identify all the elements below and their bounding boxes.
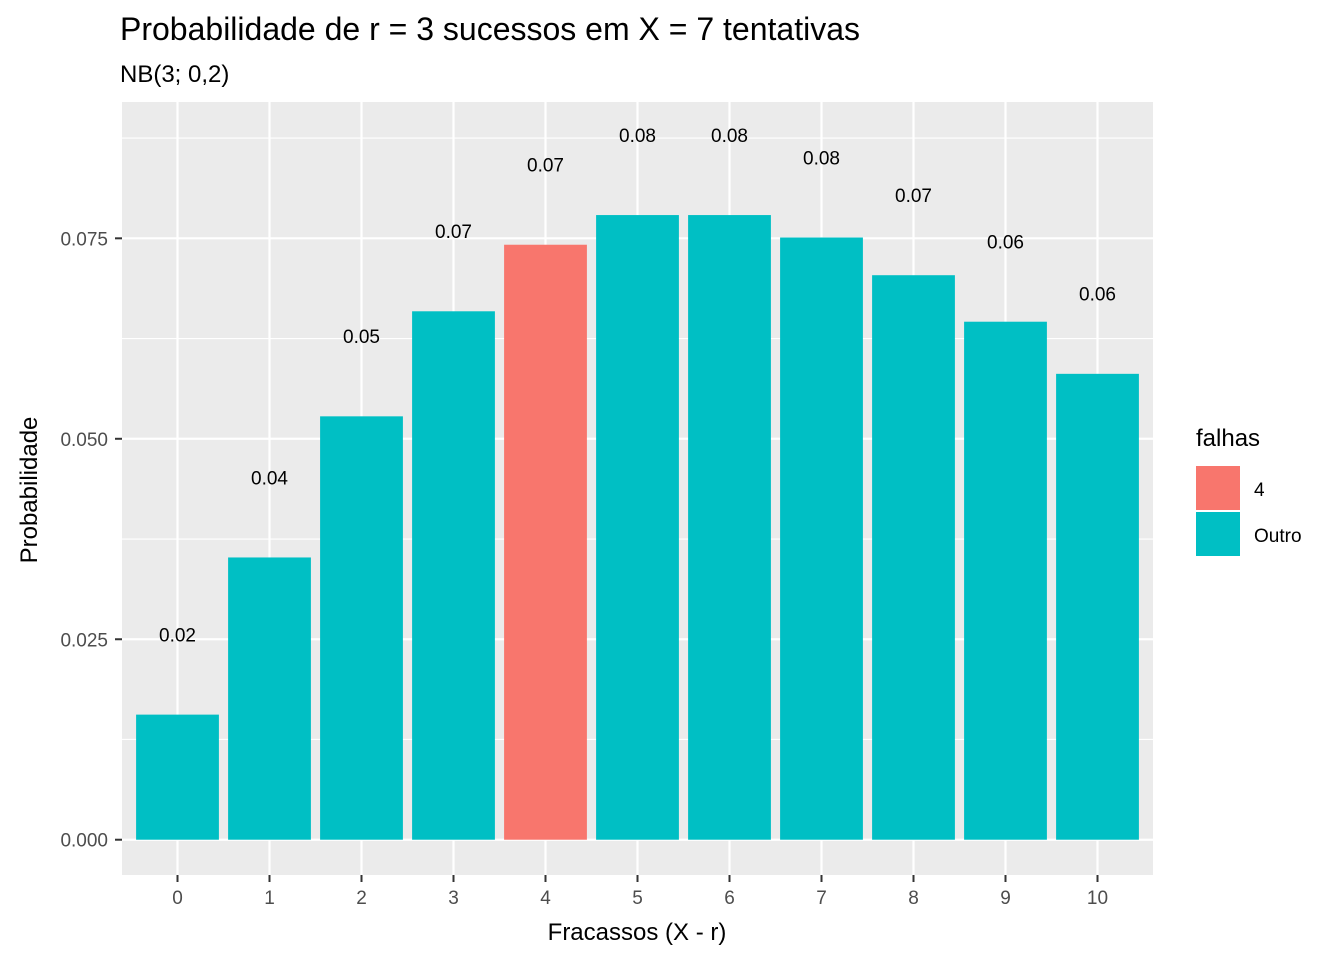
y-axis: 0.000 0.025 0.050 0.075 <box>60 229 122 852</box>
bars <box>136 215 1139 840</box>
x-tick-label: 8 <box>908 888 919 909</box>
data-label-10: 0.06 <box>1079 285 1116 306</box>
chart-subtitle: NB(3; 0,2) <box>120 61 229 88</box>
bar-0 <box>136 714 219 840</box>
y-tick-label: 0.025 <box>60 630 108 651</box>
bar-4 <box>504 244 587 840</box>
bar-6 <box>688 215 771 840</box>
chart-title: Probabilidade de r = 3 sucessos em X = 7… <box>120 11 860 47</box>
x-tick-label: 9 <box>1000 888 1011 909</box>
data-labels: 0.02 0.04 0.05 0.07 0.07 0.08 0.08 0.08 0.07 0.06… <box>159 126 1116 647</box>
legend-title: falhas <box>1196 425 1260 452</box>
y-tick-label: 0.050 <box>60 430 108 451</box>
legend-label-4: 4 <box>1254 480 1265 501</box>
y-tick-label: 0.000 <box>60 831 108 852</box>
x-tick-label: 7 <box>816 888 827 909</box>
x-tick-label: 4 <box>540 888 551 909</box>
legend: falhas 4 Outro <box>1196 425 1302 556</box>
x-axis: 0 1 2 3 4 5 6 7 8 9 10 <box>172 875 1108 909</box>
bar-7 <box>780 237 863 840</box>
bar-2 <box>320 416 403 840</box>
bar-8 <box>872 275 955 840</box>
bar-9 <box>964 321 1047 840</box>
x-tick-label: 5 <box>632 888 643 909</box>
data-label-0: 0.02 <box>159 625 196 646</box>
data-label-4: 0.07 <box>527 156 564 177</box>
bar-3 <box>412 311 495 840</box>
x-tick-label: 0 <box>172 888 183 909</box>
bar-1 <box>228 557 311 840</box>
bar-10 <box>1056 373 1139 840</box>
data-label-3: 0.07 <box>435 222 472 243</box>
x-tick-label: 1 <box>264 888 275 909</box>
legend-swatch-4 <box>1196 466 1240 510</box>
data-label-6: 0.08 <box>711 126 748 147</box>
bar-5 <box>596 215 679 840</box>
y-tick-label: 0.075 <box>60 229 108 250</box>
data-label-7: 0.08 <box>803 148 840 169</box>
data-label-8: 0.07 <box>895 186 932 207</box>
y-axis-title: Probabilidade <box>16 417 43 564</box>
x-tick-label: 10 <box>1087 888 1108 909</box>
data-label-5: 0.08 <box>619 126 656 147</box>
data-label-9: 0.06 <box>987 233 1024 254</box>
x-tick-label: 3 <box>448 888 459 909</box>
legend-label-outro: Outro <box>1254 526 1302 547</box>
legend-swatch-outro <box>1196 512 1240 556</box>
data-label-1: 0.04 <box>251 468 288 489</box>
x-axis-title: Fracassos (X - r) <box>548 919 727 946</box>
data-label-2: 0.05 <box>343 327 380 348</box>
x-tick-label: 2 <box>356 888 367 909</box>
x-tick-label: 6 <box>724 888 735 909</box>
